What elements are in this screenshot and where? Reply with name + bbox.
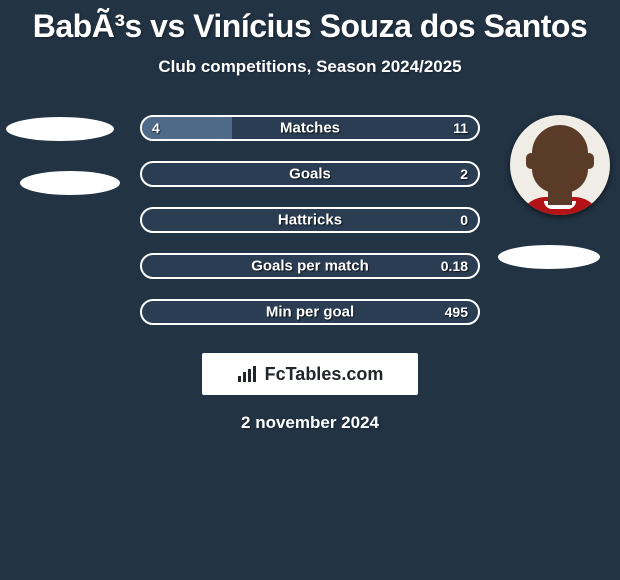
stat-bars: 4Matches11 Goals2 Hattricks0 Goals per matc… — [140, 115, 480, 325]
player-left-column — [0, 115, 120, 195]
page-title: BabÃ³s vs Vinícius Souza dos Santos — [0, 0, 620, 45]
stat-bar: Goals2 — [140, 161, 480, 187]
stat-bar: Min per goal495 — [140, 299, 480, 325]
chart-bars-icon — [237, 365, 259, 383]
stat-bar: Goals per match0.18 — [140, 253, 480, 279]
player-left-avatar-placeholder — [6, 117, 114, 141]
stat-bar-fill-left — [142, 117, 232, 139]
stat-value-right: 0 — [460, 212, 468, 228]
player-right-avatar — [510, 115, 610, 215]
stat-value-right: 11 — [453, 120, 468, 136]
source-logo: FcTables.com — [202, 353, 418, 395]
stat-label: Goals — [142, 166, 478, 183]
content: 4Matches11 Goals2 Hattricks0 Goals per matc… — [0, 115, 620, 433]
player-right-photo — [510, 115, 610, 215]
source-logo-text: FcTables.com — [265, 364, 384, 385]
stat-bar: 4Matches11 — [140, 115, 480, 141]
stat-label: Min per goal — [142, 304, 478, 321]
subtitle: Club competitions, Season 2024/2025 — [0, 57, 620, 77]
stat-bar: Hattricks0 — [140, 207, 480, 233]
stat-label: Goals per match — [142, 258, 478, 275]
stat-label: Hattricks — [142, 212, 478, 229]
player-right-column — [500, 115, 620, 269]
stat-value-right: 0.18 — [441, 258, 468, 274]
player-left-club-placeholder — [20, 171, 120, 195]
comparison-card: BabÃ³s vs Vinícius Souza dos Santos Club… — [0, 0, 620, 433]
stat-value-right: 495 — [445, 304, 468, 320]
date-text: 2 november 2024 — [0, 413, 620, 433]
player-right-club-placeholder — [498, 245, 600, 269]
stat-value-right: 2 — [460, 166, 468, 182]
